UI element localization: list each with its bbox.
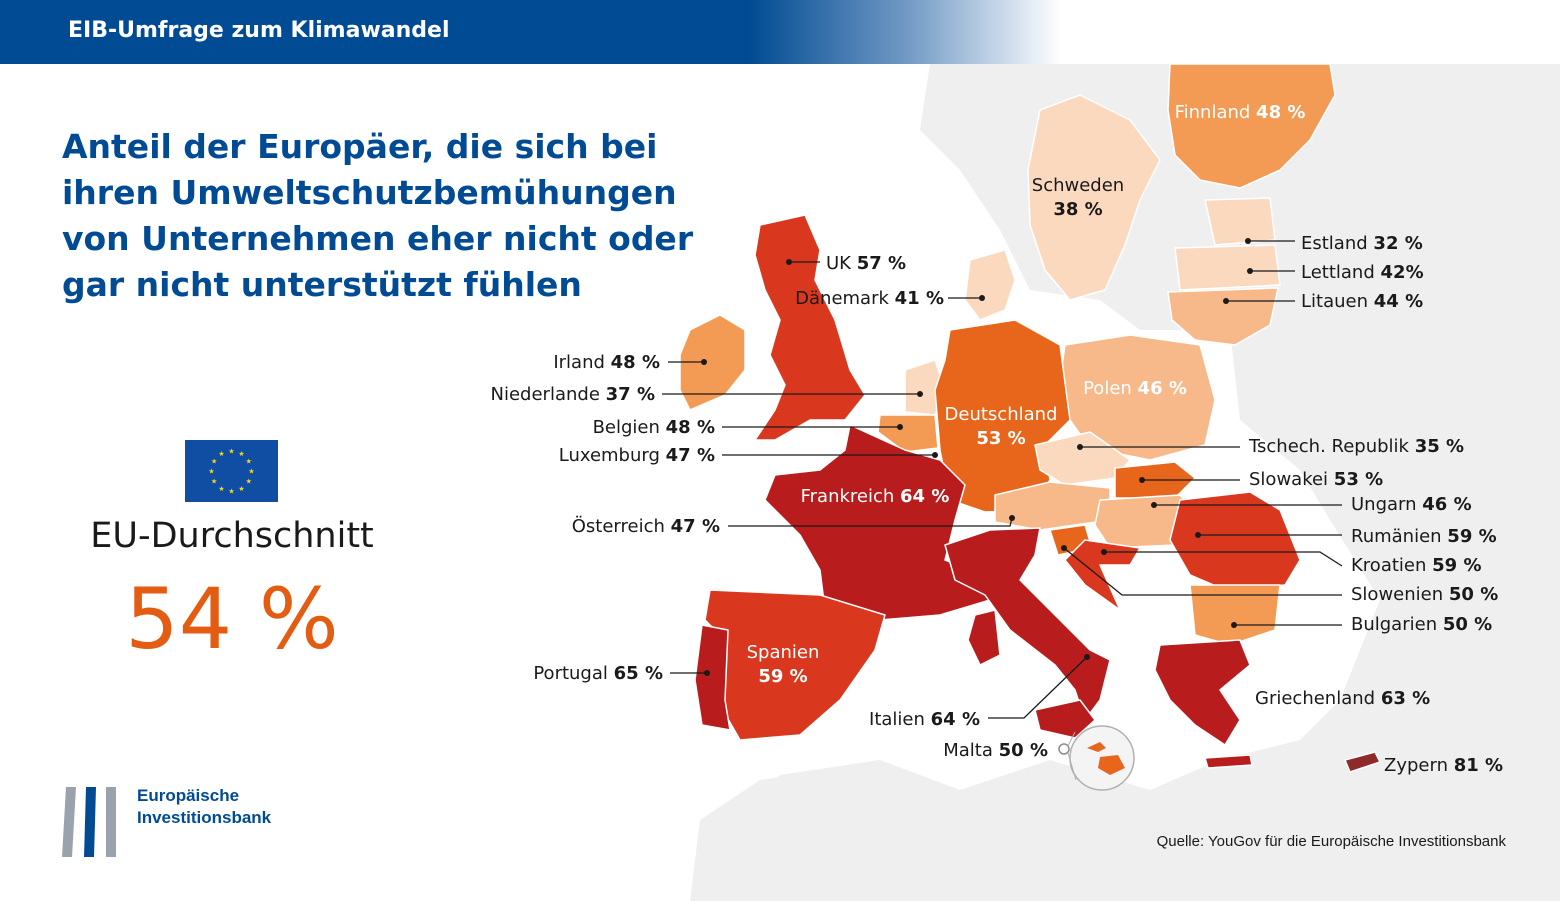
country-labels: Estland 32 % Lettland 42% Litauen 44 % U… [491, 233, 1504, 776]
label-bulgarien: Bulgarien 50 % [1351, 614, 1492, 635]
shape-finnland [1167, 63, 1336, 189]
label-daenemark: Dänemark 41 % [795, 288, 944, 309]
shape-griechenland [1154, 639, 1251, 746]
shape-schweden [1027, 94, 1161, 301]
shape-litauen [1167, 287, 1279, 346]
label-schweden-name: Schweden [1032, 175, 1124, 196]
leader-italien [988, 656, 1088, 719]
label-polen: Polen 46 % [1083, 378, 1187, 399]
malta-inset [1058, 725, 1135, 791]
leader-kroatien [1104, 551, 1343, 567]
label-estland: Estland 32 % [1301, 233, 1423, 254]
label-slowenien: Slowenien 50 % [1351, 584, 1498, 605]
shape-frankreich [764, 424, 991, 621]
label-zypern: Zypern 81 % [1384, 755, 1503, 776]
shape-spanien [704, 589, 886, 741]
label-uk: UK 57 % [826, 253, 906, 274]
label-spanien-name: Spanien [747, 642, 820, 663]
eu-flag-star: ★ [246, 458, 252, 466]
eu-flag-star: ★ [238, 450, 244, 458]
eu-flag-star: ★ [248, 468, 254, 476]
label-lettland: Lettland 42% [1301, 262, 1424, 283]
label-finnland: Finnland 48 % [1175, 102, 1306, 123]
background-land [690, 64, 1560, 901]
label-deutschland-name: Deutschland [945, 404, 1058, 425]
shape-bulgarien [1189, 584, 1281, 646]
eu-flag-star: ★ [246, 478, 252, 486]
country-shapes [679, 63, 1381, 773]
headline: Anteil der Europäer, die sich bei ihren … [62, 127, 694, 304]
header-title: EIB-Umfrage zum Klimawandel [68, 18, 450, 43]
label-portugal: Portugal 65 % [533, 663, 663, 684]
label-italien: Italien 64 % [869, 709, 980, 730]
label-kroatien: Kroatien 59 % [1351, 555, 1482, 576]
country-inner-labels: Finnland 48 % Schweden 38 % Polen 46 % D… [747, 102, 1306, 687]
shape-estland [1204, 197, 1276, 246]
shape-irland [679, 314, 746, 411]
label-ungarn: Ungarn 46 % [1351, 494, 1472, 515]
leader-slowenien [1063, 547, 1342, 596]
label-slowakei: Slowakei 53 % [1249, 469, 1383, 490]
shape-italien [944, 527, 1111, 721]
label-schweden-value: 38 % [1053, 199, 1102, 220]
label-oesterreich: Österreich 47 % [572, 515, 720, 537]
eib-logo-line2: Investitionsbank [137, 808, 272, 827]
eu-flag-star: ★ [211, 458, 217, 466]
eu-flag-star: ★ [218, 485, 224, 493]
label-rumaenien: Rumänien 59 % [1351, 526, 1497, 547]
eu-flag-star: ★ [218, 450, 224, 458]
shape-italien-sardinien [967, 609, 1001, 666]
shape-belgien [877, 414, 939, 453]
leader-dots [701, 238, 1253, 676]
label-spanien-value: 59 % [758, 666, 807, 687]
label-luxemburg: Luxemburg 47 % [559, 445, 715, 466]
label-irland: Irland 48 % [553, 352, 660, 373]
shape-uk [754, 214, 866, 441]
label-malta: Malta 50 % [943, 740, 1048, 761]
label-belgien: Belgien 48 % [593, 417, 715, 438]
label-tschechien: Tschech. Republik 35 % [1248, 436, 1464, 457]
label-niederlande: Niederlande 37 % [491, 384, 655, 405]
eu-flag-icon: ★ ★★★★★★★★★★★ [185, 440, 278, 502]
shape-lettland [1174, 244, 1281, 291]
eu-average-label: EU-Durchschnitt [90, 516, 374, 556]
shape-zypern [1344, 751, 1381, 773]
eib-logo-text: Europäische Investitionsbank [137, 785, 271, 829]
source-note: Quelle: YouGov für die Europäische Inves… [1156, 833, 1506, 850]
eu-flag-star: ★ [211, 478, 217, 486]
eu-flag-star: ★ [238, 485, 244, 493]
shape-rumaenien [1169, 491, 1301, 591]
label-deutschland-value: 53 % [976, 428, 1025, 449]
shape-kroatien [1064, 539, 1141, 611]
header-bar: EIB-Umfrage zum Klimawandel [0, 0, 1560, 64]
eu-flag-star: ★ [228, 488, 234, 496]
shape-daenemark [964, 249, 1016, 321]
eu-flag-star: ★ [228, 448, 234, 456]
label-griechenland: Griechenland 63 % [1255, 688, 1430, 709]
shape-italien-sizilien [1034, 699, 1096, 739]
eu-flag-star: ★ [208, 468, 214, 476]
eu-average-value: 54 % [125, 570, 339, 668]
shape-malta [1087, 742, 1125, 775]
label-litauen: Litauen 44 % [1301, 291, 1423, 312]
eib-logo-icon [62, 787, 116, 857]
shape-portugal [694, 624, 731, 731]
eib-logo-line1: Europäische [137, 786, 240, 805]
label-frankreich: Frankreich 64 % [801, 486, 950, 507]
shape-griechenland-kreta [1204, 754, 1253, 769]
